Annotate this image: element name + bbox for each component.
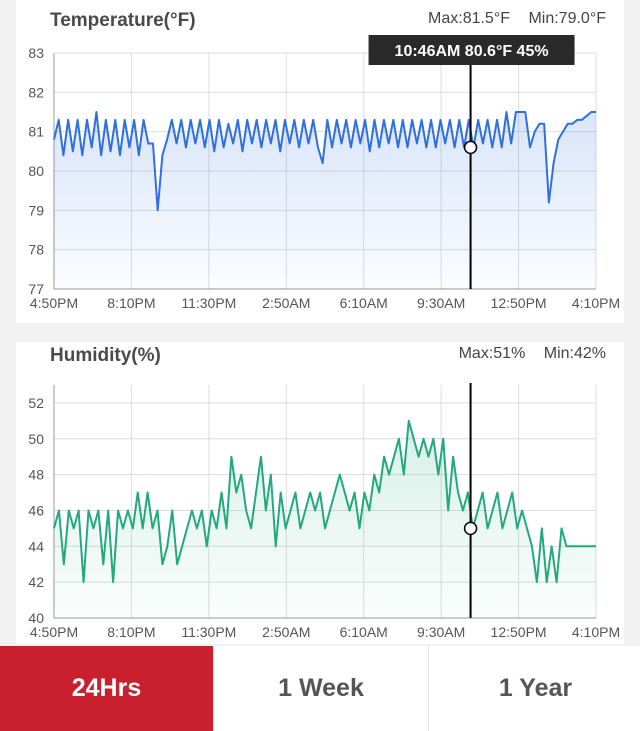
x-tick-label: 11:30PM — [181, 624, 236, 640]
x-tick-label: 2:50AM — [262, 624, 310, 640]
temperature-chart[interactable]: 77 78 79 80 81 82 83 4:50PM 8:10PM 11:30PM 2:50AM 6… — [16, 0, 624, 323]
series-line — [53, 111, 596, 212]
y-tick-label: 46 — [28, 502, 44, 518]
x-tick-label: 8:10PM — [107, 624, 155, 640]
temperature-title: Temperature(°F) — [50, 10, 196, 31]
x-tick-label: 4:50PM — [30, 624, 78, 640]
humidity-stats: Max:51% Min:42% — [445, 345, 606, 363]
cursor-tooltip-text: 10:46AM 80.6°F 45% — [395, 43, 549, 60]
humidity-panel: Humidity(%) Max:51% Min:42% 40 42 44 46 48 50… — [16, 342, 624, 644]
x-tick-label: 4:10PM — [572, 624, 620, 640]
y-tick-label: 44 — [28, 538, 44, 554]
tab-1-year[interactable]: 1 Year — [428, 646, 640, 731]
x-tick-label: 4:50PM — [30, 295, 78, 311]
temperature-max: Max:81.5°F — [428, 10, 510, 27]
y-tick-label: 79 — [28, 202, 44, 218]
series-line — [53, 419, 596, 584]
series-area — [54, 420, 596, 618]
x-tick-label: 6:10AM — [340, 624, 388, 640]
y-tick-label: 83 — [28, 45, 44, 61]
y-tick-label: 78 — [28, 242, 44, 258]
x-tick-label: 6:10AM — [340, 295, 388, 311]
tab-1-week[interactable]: 1 Week — [213, 646, 428, 731]
x-tick-label: 11:30PM — [181, 295, 236, 311]
humidity-chart[interactable]: 40 42 44 46 48 50 52 4:50PM 8:10PM 11:30PM 2:50AM 6… — [16, 342, 624, 644]
x-tick-label: 8:10PM — [107, 295, 155, 311]
range-selector: 24Hrs 1 Week 1 Year — [0, 646, 640, 731]
y-tick-label: 50 — [28, 431, 44, 447]
tab-24hrs[interactable]: 24Hrs — [0, 646, 213, 731]
x-tick-label: 2:50AM — [262, 295, 310, 311]
cursor-point — [463, 521, 478, 536]
temperature-stats: Max:81.5°F Min:79.0°F — [414, 10, 606, 28]
x-tick-label: 9:30AM — [417, 295, 465, 311]
series-area — [54, 112, 596, 289]
y-tick-label: 52 — [28, 395, 44, 411]
x-tick-label: 12:50PM — [491, 624, 547, 640]
y-tick-label: 81 — [28, 124, 44, 140]
y-tick-label: 42 — [28, 574, 44, 590]
y-tick-label: 82 — [28, 84, 44, 100]
humidity-min: Min:42% — [543, 345, 606, 362]
temperature-panel: Temperature(°F) Max:81.5°F Min:79.0°F 77… — [16, 0, 624, 323]
y-tick-label: 40 — [28, 610, 44, 626]
x-tick-label: 12:50PM — [491, 295, 547, 311]
cursor-tooltip — [368, 35, 575, 65]
y-tick-label: 48 — [28, 467, 44, 483]
y-tick-label: 80 — [28, 163, 44, 179]
y-tick-label: 77 — [28, 281, 44, 297]
cursor-point — [463, 140, 478, 155]
temperature-min: Min:79.0°F — [528, 10, 606, 27]
humidity-title: Humidity(%) — [50, 345, 161, 366]
humidity-max: Max:51% — [458, 345, 526, 362]
x-tick-label: 9:30AM — [417, 624, 465, 640]
x-tick-label: 4:10PM — [572, 295, 620, 311]
